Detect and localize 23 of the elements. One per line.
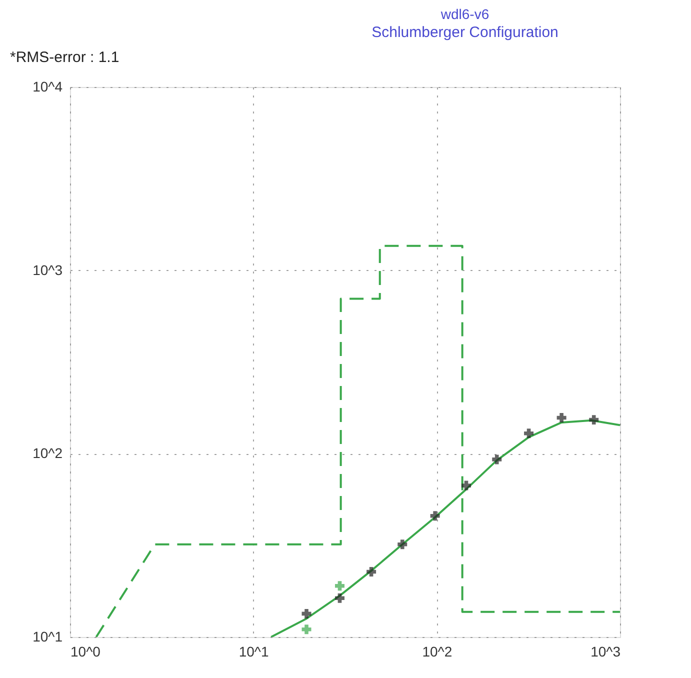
chart-title: wdl6-v6 <box>440 6 490 22</box>
y-tick-label: 10^1 <box>32 628 63 644</box>
point <box>462 480 471 490</box>
x-tick-label: 10^2 <box>422 644 452 660</box>
y-tick-label: 10^2 <box>32 445 63 462</box>
chart-subtitle: Schlumberger Configuration <box>372 24 558 41</box>
x-tick-label: 10^0 <box>70 644 101 660</box>
point <box>430 511 440 521</box>
point <box>492 454 502 464</box>
point <box>334 581 344 591</box>
point <box>366 566 376 576</box>
point <box>589 415 599 425</box>
point <box>556 413 566 422</box>
y-tick-label: 10^3 <box>32 262 63 278</box>
x-tick-label: 10^1 <box>238 644 270 660</box>
point <box>398 540 408 550</box>
text: *RMS-error : 1.1 <box>10 49 120 66</box>
y-tick-label: 10^4 <box>32 78 63 94</box>
point <box>302 608 312 618</box>
x-tick-label: 10^3 <box>590 644 621 660</box>
point <box>302 624 312 634</box>
point <box>334 593 344 603</box>
point <box>524 428 534 438</box>
